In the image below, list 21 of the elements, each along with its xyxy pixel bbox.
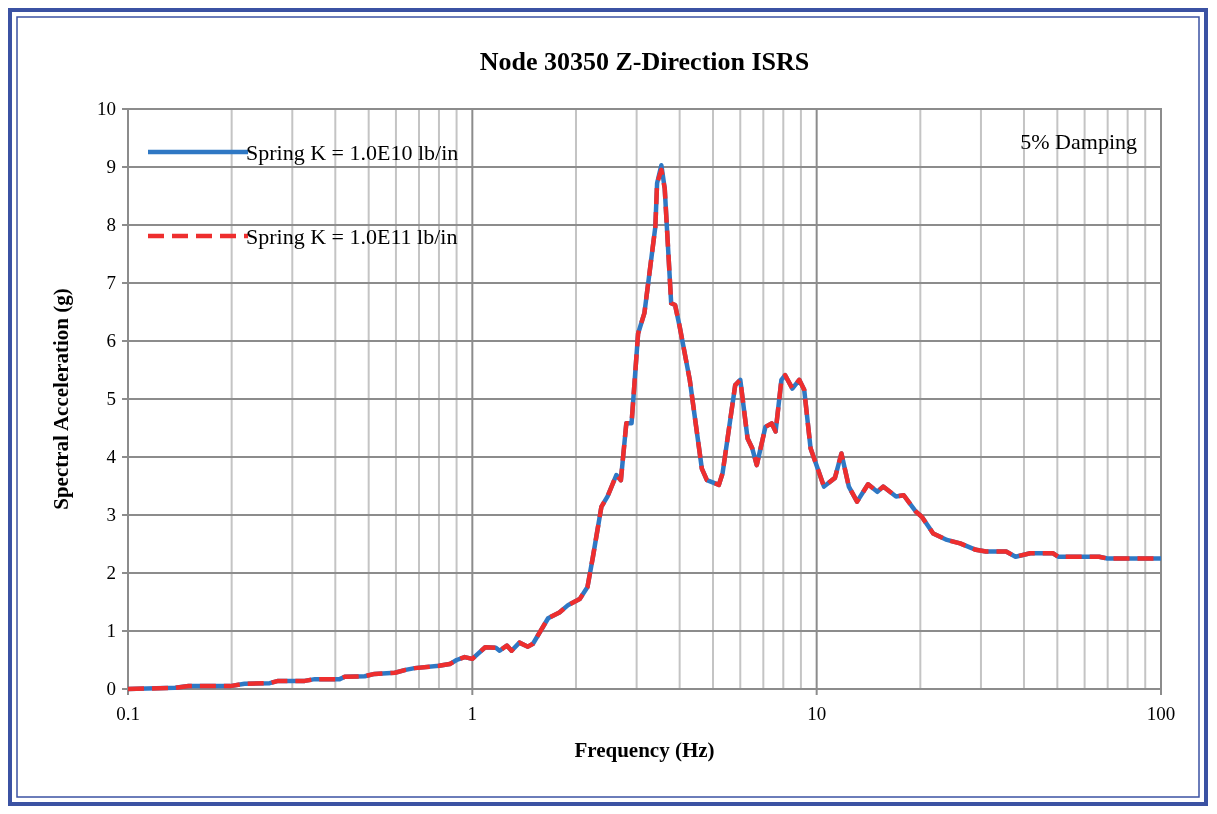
x-axis-title: Frequency (Hz) [574, 738, 715, 762]
legend-label: Spring K = 1.0E10 lb/in [246, 140, 459, 165]
annotation: 5% Damping [1020, 129, 1137, 154]
y-tick-label: 8 [106, 214, 116, 235]
x-tick-label: 1 [467, 703, 478, 724]
x-tick-label: 0.1 [116, 703, 140, 724]
chart-title: Node 30350 Z-Direction ISRS [479, 47, 810, 76]
x-tick-label: 100 [1146, 703, 1176, 724]
y-tick-label: 3 [106, 504, 116, 525]
y-tick-label: 9 [106, 156, 116, 177]
y-tick-label: 2 [106, 562, 116, 583]
y-tick-label: 4 [106, 446, 117, 467]
legend-label: Spring K = 1.0E11 lb/in [246, 224, 458, 249]
y-axis-title: Spectral Acceleration (g) [49, 288, 73, 510]
y-tick-label: 7 [106, 272, 116, 293]
y-tick-label: 1 [106, 620, 116, 641]
y-tick-label: 0 [106, 678, 116, 699]
y-tick-label: 6 [106, 330, 116, 351]
x-tick-label: 10 [807, 703, 827, 724]
y-tick-label: 5 [106, 388, 116, 409]
y-tick-label: 10 [97, 98, 116, 119]
